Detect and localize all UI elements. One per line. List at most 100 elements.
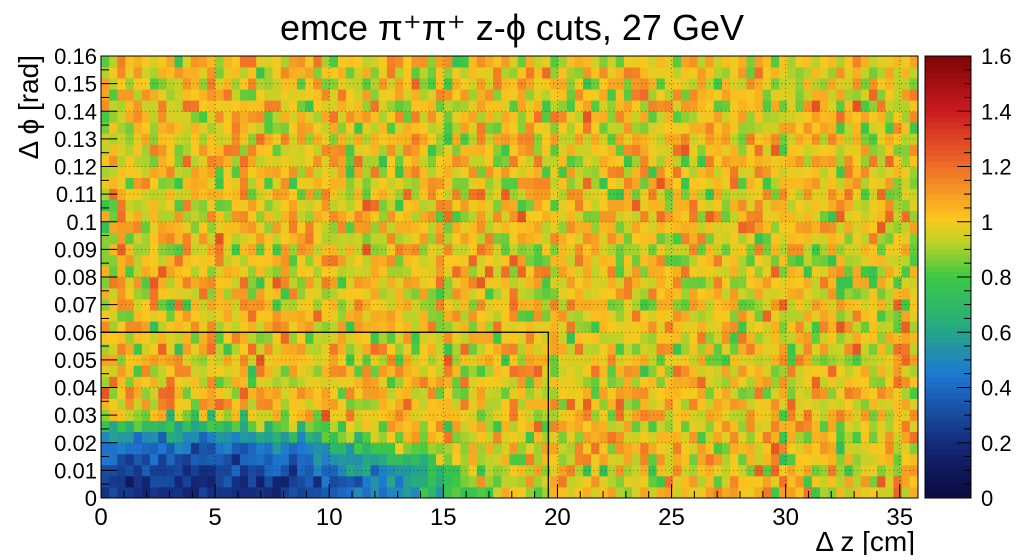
heatmap-cell xyxy=(599,177,608,189)
heatmap-cell xyxy=(476,486,486,499)
heatmap-cell xyxy=(182,78,192,90)
heatmap-cell xyxy=(909,56,919,68)
heatmap-cell xyxy=(248,288,257,300)
heatmap-cell xyxy=(231,144,241,156)
heatmap-cell xyxy=(141,177,151,189)
heatmap-cell xyxy=(664,420,674,433)
heatmap-cell xyxy=(909,376,919,388)
heatmap-cell xyxy=(199,155,208,167)
heatmap-cell xyxy=(190,431,200,444)
heatmap-cell xyxy=(664,343,674,355)
heatmap-cell xyxy=(501,177,510,189)
heatmap-cell xyxy=(337,442,347,455)
heatmap-cell xyxy=(223,166,233,178)
heatmap-cell xyxy=(599,122,608,134)
heatmap-cell xyxy=(640,210,649,223)
heatmap-cell xyxy=(803,221,813,234)
heatmap-cell xyxy=(411,277,421,289)
heatmap-cell xyxy=(444,398,453,410)
heatmap-cell xyxy=(599,354,608,366)
heatmap-cell xyxy=(215,464,224,477)
heatmap-cell xyxy=(852,332,862,344)
heatmap-cell xyxy=(713,56,723,68)
heatmap-cell xyxy=(141,265,151,278)
heatmap-cell xyxy=(762,398,772,410)
heatmap-cell xyxy=(133,221,143,234)
heatmap-cell xyxy=(640,188,649,201)
heatmap-cell xyxy=(909,89,919,101)
heatmap-cell xyxy=(558,265,568,278)
heatmap-cell xyxy=(411,177,421,189)
heatmap-cell xyxy=(435,277,445,289)
heatmap-cell xyxy=(852,243,862,256)
heatmap-cell xyxy=(583,365,592,377)
heatmap-cell xyxy=(517,453,527,466)
heatmap-cell xyxy=(542,243,551,256)
heatmap-cell xyxy=(558,111,568,123)
heatmap-cell xyxy=(517,177,527,189)
heatmap-cell xyxy=(403,321,412,333)
heatmap-cell xyxy=(738,265,747,278)
heatmap-cell xyxy=(811,409,821,422)
heatmap-cell xyxy=(158,475,167,488)
heatmap-cell xyxy=(770,100,780,112)
heatmap-cell xyxy=(762,67,772,79)
heatmap-cell xyxy=(395,265,404,278)
heatmap-cell xyxy=(852,409,862,422)
heatmap-cell xyxy=(648,232,657,245)
heatmap-cell xyxy=(109,89,118,101)
heatmap-cell xyxy=(288,486,298,499)
heatmap-cell xyxy=(779,332,788,344)
heatmap-cell xyxy=(272,199,282,212)
heatmap-cell xyxy=(738,299,747,311)
heatmap-cell xyxy=(877,343,886,355)
heatmap-cell xyxy=(599,56,608,68)
heatmap-cell xyxy=(346,310,355,322)
heatmap-cell xyxy=(836,310,845,322)
heatmap-cell xyxy=(542,254,551,267)
heatmap-cell xyxy=(297,177,306,189)
heatmap-cell xyxy=(174,376,184,388)
heatmap-cell xyxy=(215,332,224,344)
heatmap-cell xyxy=(403,254,412,267)
heatmap-cell xyxy=(117,288,126,300)
heatmap-cell xyxy=(125,254,135,267)
heatmap-cell xyxy=(378,100,388,112)
heatmap-cell xyxy=(656,254,666,267)
heatmap-cell xyxy=(525,409,535,422)
heatmap-cell xyxy=(256,133,265,145)
heatmap-cell xyxy=(329,265,339,278)
heatmap-cell xyxy=(550,89,559,101)
heatmap-cell xyxy=(721,221,731,234)
heatmap-cell xyxy=(672,265,682,278)
heatmap-cell xyxy=(239,442,249,455)
heatmap-cell xyxy=(746,277,755,289)
heatmap-cell xyxy=(509,486,519,499)
heatmap-cell xyxy=(386,409,396,422)
heatmap-cell xyxy=(860,343,870,355)
heatmap-cell xyxy=(419,155,429,167)
heatmap-cell xyxy=(811,133,821,145)
heatmap-cell xyxy=(166,453,175,466)
heatmap-cell xyxy=(599,332,608,344)
heatmap-cell xyxy=(509,166,519,178)
heatmap-cell xyxy=(223,144,233,156)
heatmap-cell xyxy=(762,442,772,455)
heatmap-cell xyxy=(574,343,584,355)
heatmap-cell xyxy=(534,133,543,145)
heatmap-cell xyxy=(656,100,666,112)
heatmap-cell xyxy=(754,409,764,422)
heatmap-cell xyxy=(174,475,184,488)
heatmap-cell xyxy=(730,409,739,422)
y-tick-label: 0.04 xyxy=(54,376,97,401)
heatmap-cell xyxy=(313,398,322,410)
heatmap-cell xyxy=(460,354,470,366)
heatmap-cell xyxy=(354,122,363,134)
heatmap-cell xyxy=(632,243,641,256)
heatmap-cell xyxy=(395,243,404,256)
heatmap-cell xyxy=(484,100,494,112)
heatmap-cell xyxy=(435,243,445,256)
heatmap-cell xyxy=(558,78,568,90)
heatmap-cell xyxy=(811,122,821,134)
heatmap-cell xyxy=(297,254,306,267)
